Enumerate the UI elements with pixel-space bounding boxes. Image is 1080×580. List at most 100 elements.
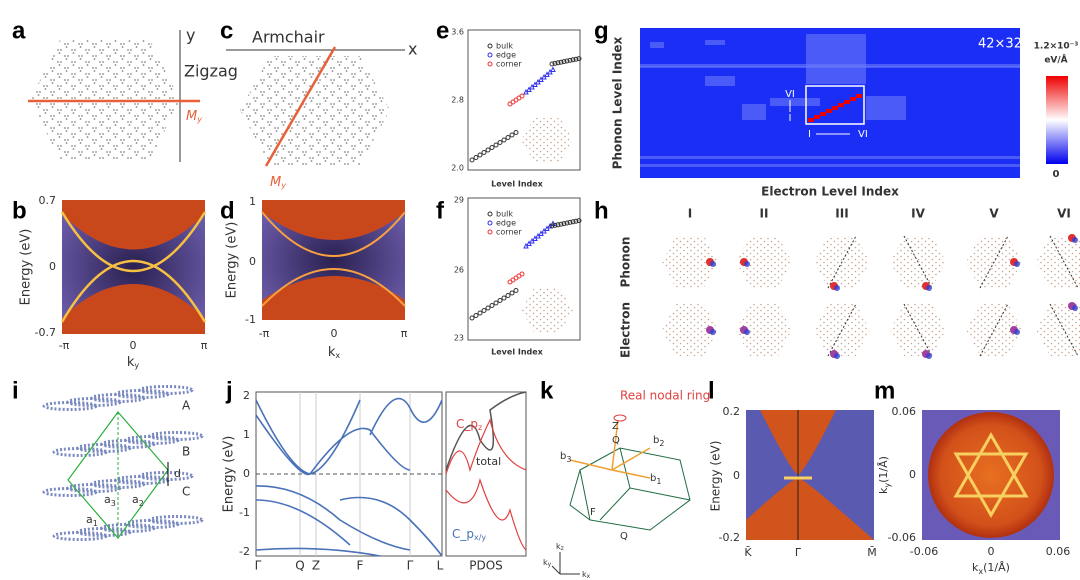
label: 0 xyxy=(331,327,338,340)
label: kz xyxy=(556,542,564,552)
column-label: III xyxy=(835,207,848,221)
mode-amplitude xyxy=(1014,261,1020,267)
level-point xyxy=(558,221,564,227)
panel-label: i xyxy=(12,377,19,404)
label: -0.7 xyxy=(35,326,56,339)
band-region xyxy=(746,478,874,540)
flake xyxy=(521,118,573,162)
level-point xyxy=(513,288,519,293)
heatmap-cell xyxy=(640,156,1020,159)
lattice xyxy=(240,56,390,165)
label: 0.06 xyxy=(1046,545,1071,558)
band-lines xyxy=(255,397,443,557)
label: 29 xyxy=(454,196,464,205)
mode-amplitude xyxy=(744,261,750,267)
level-point xyxy=(552,222,558,228)
label: b3 xyxy=(560,451,571,464)
mode-amplitude xyxy=(834,285,840,291)
panel-label: k xyxy=(540,377,554,404)
label: 0.7 xyxy=(39,194,57,207)
flake xyxy=(1036,304,1080,356)
label: 0 xyxy=(249,255,256,268)
label: ky xyxy=(543,558,552,568)
level-point xyxy=(549,223,555,229)
mode-amplitude xyxy=(710,261,716,267)
pdos-pxy xyxy=(445,477,527,551)
flake xyxy=(736,236,792,288)
level-point xyxy=(497,298,503,303)
mirror-line xyxy=(264,46,337,167)
label: a xyxy=(132,493,139,506)
level-point xyxy=(501,295,507,301)
mirror-line xyxy=(1049,235,1079,289)
label: 2 xyxy=(139,499,144,508)
label: 26 xyxy=(454,266,464,275)
label: C_p xyxy=(452,527,474,541)
flake xyxy=(662,304,718,356)
label: z xyxy=(478,423,482,432)
label: kx xyxy=(582,570,591,580)
label: I xyxy=(808,129,811,140)
plot-frame xyxy=(467,197,581,341)
level-point xyxy=(561,221,567,227)
heatmap-cell xyxy=(850,97,856,101)
pdos-total xyxy=(445,391,527,471)
level-point xyxy=(489,145,495,150)
level-point xyxy=(469,315,475,321)
column-label: IV xyxy=(911,207,925,221)
level-point xyxy=(573,56,579,62)
level-point xyxy=(509,132,515,138)
heatmap-cell xyxy=(820,112,826,116)
label: z xyxy=(561,545,564,552)
axes-triad xyxy=(551,552,580,575)
label: 1 xyxy=(249,195,256,208)
label: k xyxy=(972,561,979,574)
panel-label: e xyxy=(436,17,449,44)
label: 1.2×10⁻³ xyxy=(1034,42,1079,52)
mirror-label: My xyxy=(270,175,286,190)
level-point xyxy=(469,157,475,163)
mode-amplitude xyxy=(744,329,750,335)
label: 1 xyxy=(656,477,661,486)
level-point xyxy=(473,313,479,318)
label: 0 xyxy=(909,468,916,481)
y-axis-label: Energy (eV) xyxy=(19,229,34,306)
label: k xyxy=(556,542,561,551)
label: M xyxy=(186,109,197,124)
legend-marker xyxy=(487,61,493,67)
label: (1/Å) xyxy=(877,456,890,483)
label: a1 xyxy=(86,513,98,528)
label: d xyxy=(174,467,181,480)
heatmap-cell xyxy=(808,118,814,122)
band-region xyxy=(62,284,205,334)
band-region xyxy=(262,200,405,240)
label: 2.0 xyxy=(451,164,464,173)
label: a xyxy=(104,493,111,506)
label: b xyxy=(650,473,656,484)
label: C_p xyxy=(456,417,478,431)
label: a2 xyxy=(132,493,144,508)
level-point xyxy=(570,57,576,63)
level-point xyxy=(561,59,567,65)
label: x/y xyxy=(474,533,486,542)
y-tick-label: 2 xyxy=(243,389,250,402)
label: 0 xyxy=(49,260,56,273)
mode-amplitude xyxy=(710,329,716,335)
heatmap-cell xyxy=(832,106,838,110)
label: y xyxy=(883,483,892,488)
panel-label: j xyxy=(225,377,233,404)
label: x xyxy=(335,351,340,360)
y-tick-label: 0 xyxy=(243,467,250,480)
reciprocal-vectors xyxy=(569,419,651,479)
label: -0.2 xyxy=(719,531,740,544)
inset-box xyxy=(805,85,865,125)
level-point xyxy=(485,305,491,311)
level-points xyxy=(469,56,582,163)
y-axis-label: ky(1/Å) xyxy=(877,456,892,494)
level-point xyxy=(489,303,495,308)
x-tick-label: Γ xyxy=(407,559,414,573)
legend-label: corner xyxy=(496,228,522,237)
label: B xyxy=(182,445,190,459)
label: 0 xyxy=(988,545,995,558)
